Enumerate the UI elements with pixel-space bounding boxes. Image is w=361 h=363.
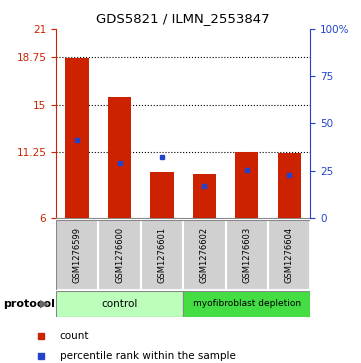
Bar xyxy=(235,152,258,218)
Text: GSM1276599: GSM1276599 xyxy=(73,227,82,283)
Bar xyxy=(65,58,89,218)
FancyBboxPatch shape xyxy=(183,291,310,317)
Bar xyxy=(278,153,301,218)
Text: protocol: protocol xyxy=(4,299,56,309)
FancyBboxPatch shape xyxy=(98,220,141,290)
Text: GSM1276602: GSM1276602 xyxy=(200,227,209,283)
FancyBboxPatch shape xyxy=(141,220,183,290)
Text: GSM1276600: GSM1276600 xyxy=(115,227,124,283)
Text: GSM1276601: GSM1276601 xyxy=(157,227,166,283)
Text: percentile rank within the sample: percentile rank within the sample xyxy=(60,351,235,362)
Bar xyxy=(193,174,216,218)
FancyBboxPatch shape xyxy=(56,291,183,317)
Bar xyxy=(108,97,131,218)
Bar xyxy=(150,172,174,218)
Text: GSM1276604: GSM1276604 xyxy=(285,227,294,283)
Text: control: control xyxy=(101,299,138,309)
Text: ▶: ▶ xyxy=(40,299,49,309)
Text: myofibroblast depletion: myofibroblast depletion xyxy=(193,299,301,308)
Title: GDS5821 / ILMN_2553847: GDS5821 / ILMN_2553847 xyxy=(96,12,270,25)
FancyBboxPatch shape xyxy=(268,220,310,290)
Text: count: count xyxy=(60,331,89,341)
FancyBboxPatch shape xyxy=(226,220,268,290)
FancyBboxPatch shape xyxy=(56,220,98,290)
FancyBboxPatch shape xyxy=(183,220,226,290)
Text: GSM1276603: GSM1276603 xyxy=(242,227,251,283)
